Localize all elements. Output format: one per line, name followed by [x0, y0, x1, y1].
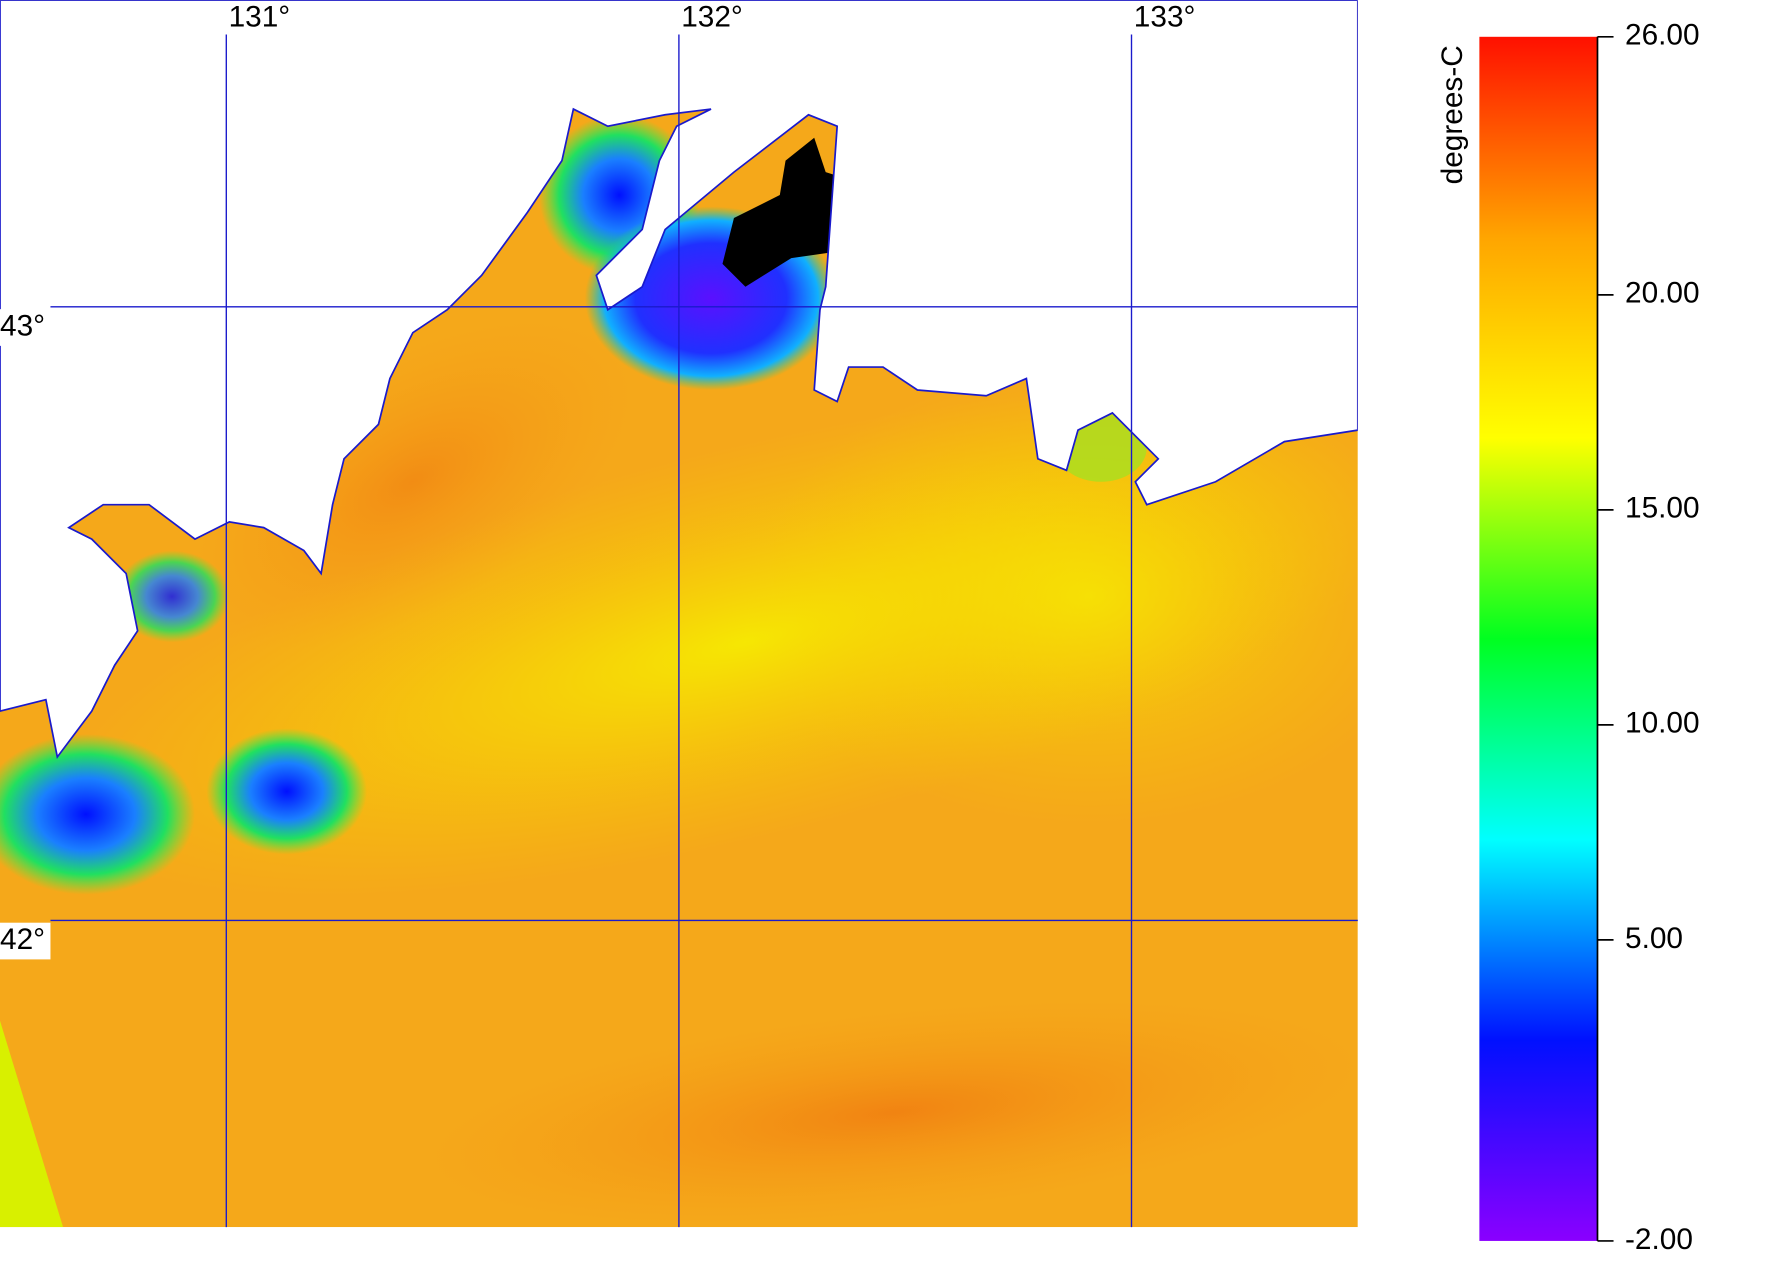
hot-band: [185, 314, 641, 649]
land: [0, 0, 1358, 760]
colorbar-tick-label: 5.00: [1625, 922, 1683, 955]
lat-label-bg: [0, 922, 51, 960]
hot-band: [415, 998, 1358, 1227]
colorbar-label: degrees-C: [1436, 45, 1469, 184]
graticule: [50, 34, 1358, 1228]
sst-field: [0, 0, 1358, 1228]
colorbar: [1479, 36, 1598, 1241]
colorbar-tick-label: 10.00: [1625, 707, 1700, 740]
cold-patch: [114, 550, 230, 643]
cold-patch: [0, 734, 195, 895]
lat-label-bg: [0, 309, 51, 346]
colorbar-tick-label: 15.00: [1625, 492, 1700, 525]
colorbar-tick-label: 26.00: [1625, 19, 1700, 52]
lon-label: 132°: [681, 0, 743, 33]
no-data: [722, 137, 855, 287]
lat-label: 42°: [0, 923, 45, 956]
colorbar-tick-label: -2.00: [1625, 1223, 1693, 1256]
lat-label: 43°: [0, 309, 45, 342]
colorbar-tick-label: 20.00: [1625, 277, 1700, 310]
lon-label: 131°: [229, 0, 291, 33]
cold-patch: [206, 728, 367, 855]
lon-label: 133°: [1134, 0, 1196, 33]
